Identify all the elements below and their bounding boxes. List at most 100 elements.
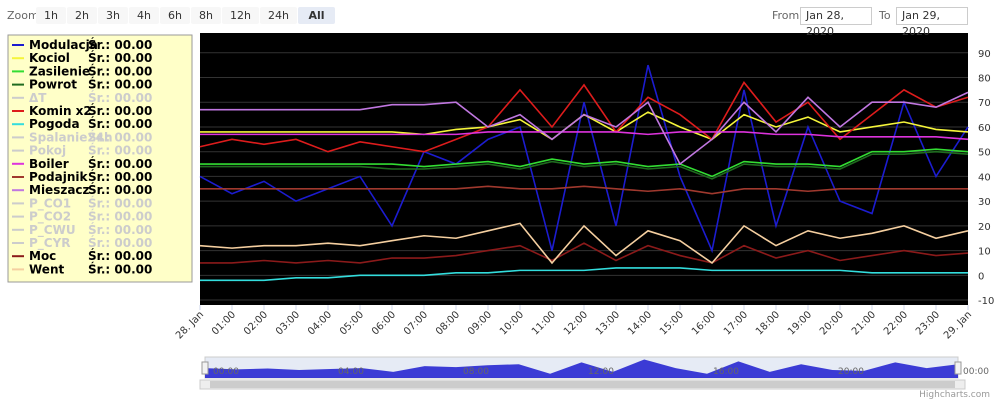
- legend-item[interactable]: Powrot Śr.: 00.00: [12, 77, 152, 92]
- legend-average: Śr.: 00.00: [88, 248, 152, 263]
- legend-name: Boiler: [29, 157, 69, 171]
- zoom-button[interactable]: 12h: [222, 7, 259, 24]
- legend-item[interactable]: P_CO2 Śr.: 00.00: [12, 209, 152, 225]
- legend-name: Pogoda: [29, 117, 80, 131]
- legend-name: Modulacja: [29, 38, 98, 52]
- legend-average: Śr.: 00.00: [88, 143, 152, 158]
- legend-average: Śr.: 00.00: [88, 103, 152, 118]
- zoom-button[interactable]: All: [298, 7, 335, 24]
- legend-name: P_CO1: [29, 196, 71, 211]
- series-line: [199, 222, 969, 265]
- navigator-area: [205, 359, 958, 378]
- x-tick-label: 28. Jan: [174, 309, 206, 341]
- x-tick-label: 23:00: [914, 309, 942, 337]
- y-tick-label: 10: [978, 247, 991, 258]
- series-line: [200, 131, 969, 141]
- legend-average: Śr.: 00.00: [88, 222, 152, 237]
- x-tick-label: 20:00: [818, 309, 846, 337]
- zoom-label: Zoom: [7, 9, 39, 22]
- navigator-handle: [954, 361, 962, 375]
- legend-item[interactable]: P_CWU Śr.: 00.00: [12, 222, 152, 238]
- legend-item[interactable]: Went Śr.: 00.00: [12, 261, 152, 276]
- series-line: [200, 148, 969, 178]
- x-tick-label: 03:00: [274, 309, 302, 337]
- legend-name: Spalanie24h: [29, 130, 113, 144]
- x-tick-label: 22:00: [882, 309, 910, 337]
- x-tick-label: 12:00: [562, 309, 590, 337]
- x-tick-label: 13:00: [594, 309, 622, 337]
- x-tick-label: 06:00: [370, 309, 398, 337]
- zoom-button[interactable]: 6h: [160, 7, 190, 24]
- legend-item[interactable]: Pokoj Śr.: 00.00: [12, 143, 152, 158]
- navigator-label: 16:00: [713, 367, 739, 377]
- y-tick-label: 30: [978, 197, 991, 208]
- x-tick-label: 05:00: [338, 309, 366, 337]
- zoom-button[interactable]: 24h: [260, 7, 297, 24]
- legend-item[interactable]: Moc Śr.: 00.00: [12, 248, 152, 263]
- legend-item[interactable]: P_CYR Śr.: 00.00: [12, 235, 152, 251]
- from-input[interactable]: Jan 28, 2020: [800, 7, 872, 38]
- legend-average: Śr.: 00.00: [88, 37, 152, 52]
- legend-name: P_CO2: [29, 210, 71, 225]
- x-tick-label: 02:00: [242, 309, 270, 337]
- legend-name: Podajnik: [29, 170, 88, 184]
- x-tick-label: 16:00: [690, 309, 718, 337]
- legend-name: Pokoj: [29, 144, 66, 158]
- legend-average: Śr.: 00.00: [88, 77, 152, 92]
- legend-item[interactable]: Kociol Śr.: 00.00: [12, 50, 152, 65]
- navigator-label: 12:00: [588, 367, 614, 377]
- legend-average: Śr.: 00.00: [88, 209, 152, 224]
- x-tick-label: 04:00: [306, 309, 334, 337]
- legend-average: Śr.: 00.00: [88, 195, 152, 210]
- to-input[interactable]: Jan 29, 2020: [896, 7, 968, 38]
- plot-background: [200, 33, 968, 305]
- x-tick-label: 18:00: [754, 309, 782, 337]
- credits: Highcharts.com: [919, 390, 990, 400]
- legend-average: Śr.: 00.00: [88, 50, 152, 65]
- legend-name: Zasilenie: [29, 64, 90, 78]
- x-tick-label: 15:00: [658, 309, 686, 337]
- x-tick-label: 17:00: [722, 309, 750, 337]
- legend-item[interactable]: Podajnik Śr.: 00.00: [12, 169, 152, 184]
- navigator-label: 08:00: [463, 367, 489, 377]
- scrollbar-thumb: [210, 381, 955, 388]
- y-tick-label: 90: [978, 49, 991, 60]
- series-line: [200, 91, 969, 166]
- zoom-button[interactable]: 8h: [191, 7, 221, 24]
- legend-item[interactable]: Boiler Śr.: 00.00: [12, 156, 152, 171]
- x-tick-label: 08:00: [434, 309, 462, 337]
- x-tick-label: 21:00: [850, 309, 878, 337]
- zoom-button[interactable]: 4h: [129, 7, 159, 24]
- legend-average: Śr.: 00.00: [88, 261, 152, 276]
- y-tick-label: 50: [978, 148, 991, 159]
- to-label: To: [879, 9, 891, 22]
- legend-average: Śr.: 00.00: [88, 90, 152, 105]
- legend-average: Śr.: 00.00: [88, 116, 152, 131]
- y-tick-label: 80: [978, 74, 991, 85]
- legend-name: P_CYR: [29, 236, 71, 251]
- series-line: [199, 81, 969, 153]
- legend-item[interactable]: ΔT Śr.: 00.00: [12, 90, 152, 105]
- x-tick-label: 10:00: [498, 309, 526, 337]
- navigator-label: 00:00: [963, 367, 989, 377]
- legend-name: Mieszacz: [29, 183, 90, 197]
- series-line: [200, 150, 969, 180]
- y-tick-label: 20: [978, 222, 991, 233]
- zoom-button[interactable]: 3h: [98, 7, 128, 24]
- from-label: From: [772, 9, 800, 22]
- x-tick-label: 29. Jan: [942, 309, 974, 341]
- y-tick-label: 40: [978, 172, 991, 183]
- zoom-button[interactable]: 2h: [67, 7, 97, 24]
- zoom-button[interactable]: 1h: [36, 7, 66, 24]
- navigator-label: 20:00: [838, 367, 864, 377]
- x-tick-label: 09:00: [466, 309, 494, 337]
- legend-name: Komin x2: [29, 104, 92, 118]
- legend-item[interactable]: P_CO1 Śr.: 00.00: [12, 195, 152, 211]
- legend-item[interactable]: Pogoda Śr.: 00.00: [12, 116, 152, 131]
